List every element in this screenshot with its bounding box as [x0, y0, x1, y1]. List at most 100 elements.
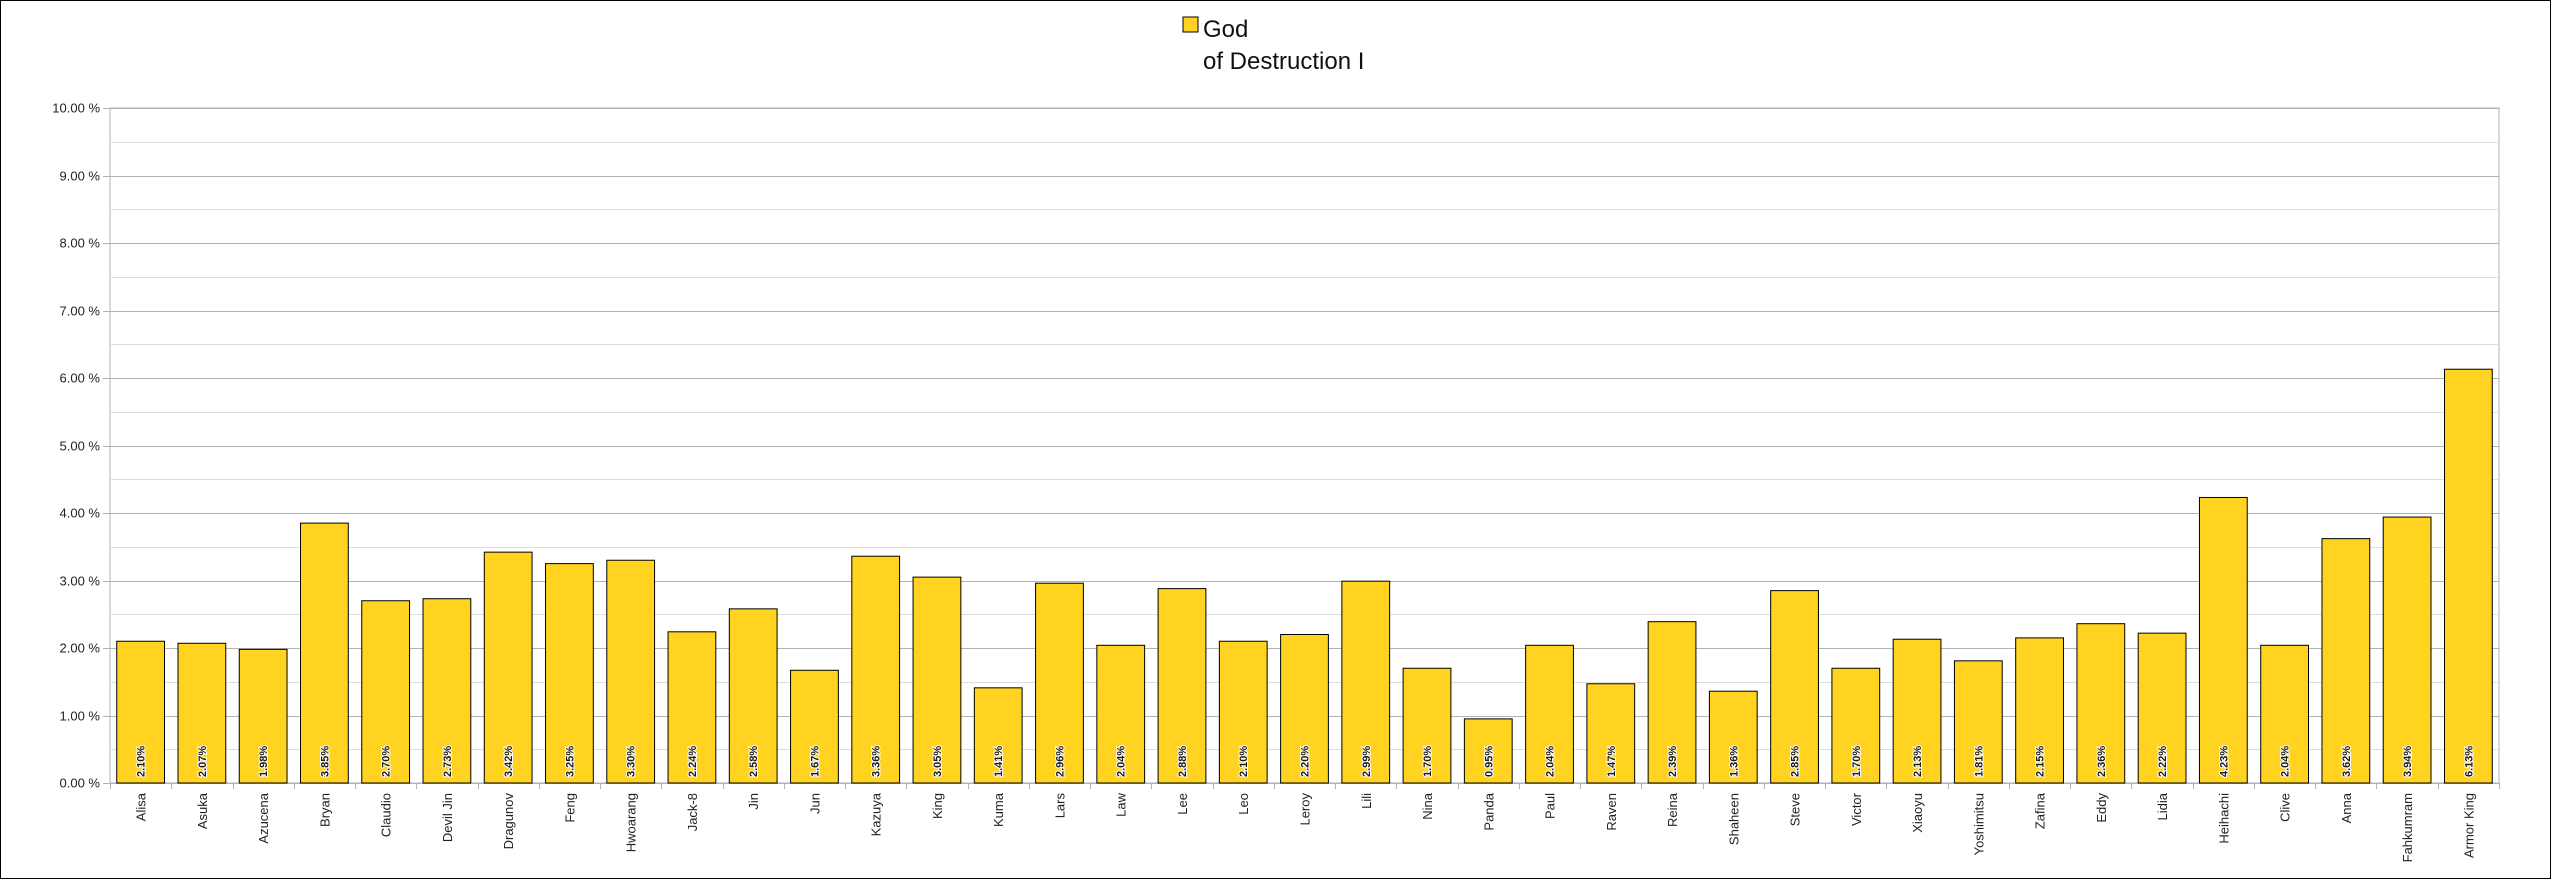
x-tick-label: Shaheen [1726, 793, 1741, 845]
bar [1892, 638, 1942, 784]
bar [851, 555, 901, 784]
data-label: 0.95% [1483, 746, 1495, 777]
bar [973, 687, 1023, 784]
x-tick-label: Leroy [1298, 793, 1313, 826]
x-tick-label: Azucena [256, 792, 271, 843]
data-label: 1.67% [809, 746, 821, 777]
bar [1525, 644, 1574, 784]
data-label: 2.70% [381, 746, 393, 777]
data-label: 2.22% [2157, 746, 2169, 777]
x-tick-label: Steve [1788, 793, 1803, 826]
legend-swatch [1182, 16, 1199, 33]
y-tick-label: 6.00 % [60, 371, 101, 386]
x-tick-label: Lee [1175, 793, 1190, 815]
x-tick-label: Clive [2278, 793, 2293, 822]
x-tick-label: Panda [1481, 792, 1496, 830]
x-tick-label: Alisa [134, 792, 149, 821]
data-label: 2.04% [1545, 746, 1557, 777]
bar [667, 631, 717, 784]
x-tick-label: Lidia [2155, 792, 2170, 820]
bar [2015, 637, 2064, 784]
bar [728, 608, 778, 784]
data-label: 1.70% [1851, 746, 1863, 777]
y-tick-label: 0.00 % [60, 776, 101, 791]
data-label: 2.58% [748, 746, 760, 777]
x-tick-label: Eddy [2094, 793, 2109, 823]
bar [1708, 690, 1758, 784]
y-tick-label: 10.00 % [52, 101, 100, 116]
x-axis: Alisa Asuka Azucena Bryan Claudio Devil Jin Dr… [110, 783, 2500, 862]
bar [2076, 623, 2126, 784]
data-label: 2.88% [1177, 746, 1189, 777]
data-label: 3.85% [319, 746, 331, 777]
data-label: 2.15% [2035, 746, 2047, 777]
x-tick-label: King [930, 793, 945, 819]
data-label: 2.13% [1912, 746, 1924, 777]
data-label: 1.41% [993, 746, 1005, 777]
bar [361, 600, 411, 784]
x-tick-label: Nina [1420, 792, 1435, 820]
bar [545, 563, 594, 784]
bar [2260, 644, 2309, 784]
x-tick-label: Armor King [2461, 793, 2476, 858]
bar [2382, 516, 2432, 784]
data-label: 4.23% [2218, 746, 2230, 777]
x-tick-label: Law [1114, 792, 1129, 816]
bar [1035, 582, 1084, 784]
y-tick-label: 8.00 % [60, 236, 101, 251]
legend-label-line2: of Destruction I [1203, 48, 1364, 75]
y-tick-label: 5.00 % [60, 439, 101, 454]
x-tick-label: Kuma [991, 792, 1006, 827]
legend: God of Destruction I [1182, 16, 1364, 75]
x-tick-label: Zafina [2033, 792, 2048, 829]
data-label: 2.10% [1238, 746, 1250, 777]
x-tick-label: Dragunov [501, 793, 516, 850]
x-tick-label: Reina [1665, 792, 1680, 827]
data-label: 3.94% [2402, 746, 2414, 777]
data-label: 3.36% [871, 746, 883, 777]
bar [1463, 718, 1513, 784]
x-tick-label: Jack-8 [685, 793, 700, 831]
data-label: 3.42% [503, 746, 515, 777]
data-label: 1.47% [1606, 746, 1618, 777]
bar [606, 559, 656, 784]
data-label: 1.36% [1728, 746, 1740, 777]
bar [483, 551, 533, 784]
bar [116, 640, 166, 784]
x-tick-label: Lili [1359, 793, 1374, 809]
data-label: 2.24% [687, 746, 699, 777]
x-tick-label: Heihachi [2216, 793, 2231, 844]
bar [1218, 640, 1268, 784]
x-tick-label: Leo [1236, 793, 1251, 815]
data-label: 2.96% [1054, 746, 1066, 777]
data-label: 2.07% [197, 746, 209, 777]
x-tick-label: Raven [1604, 793, 1619, 831]
bar [2321, 538, 2371, 784]
x-tick-label: Feng [562, 793, 577, 823]
data-label: 3.05% [932, 746, 944, 777]
x-tick-label: Yoshimitsu [1971, 793, 1986, 855]
bar [1770, 590, 1819, 784]
legend-label-line1: God [1203, 16, 1248, 43]
x-tick-label: Jun [807, 793, 822, 814]
data-label: 2.04% [2280, 746, 2292, 777]
data-label: 3.62% [2341, 746, 2353, 777]
bar [1096, 644, 1146, 784]
y-tick-label: 1.00 % [60, 709, 101, 724]
data-label: 1.81% [1973, 746, 1985, 777]
data-label: 6.13% [2463, 746, 2475, 777]
x-tick-label: Devil Jin [440, 793, 455, 842]
bars: 2.10% 2.07% 1.98% 3.85% 2.70% 2.73% 3.42% 3.25%… [116, 368, 2493, 784]
data-label: 1.98% [258, 746, 270, 777]
data-label: 2.73% [442, 746, 454, 777]
bar [1280, 634, 1329, 784]
data-label: 2.04% [1116, 746, 1128, 777]
bar [790, 669, 839, 784]
data-label: 2.39% [1667, 746, 1679, 777]
bar [422, 598, 472, 784]
x-tick-label: Paul [1543, 793, 1558, 819]
x-tick-label: Fahkumram [2400, 793, 2415, 862]
bar [2443, 368, 2493, 784]
